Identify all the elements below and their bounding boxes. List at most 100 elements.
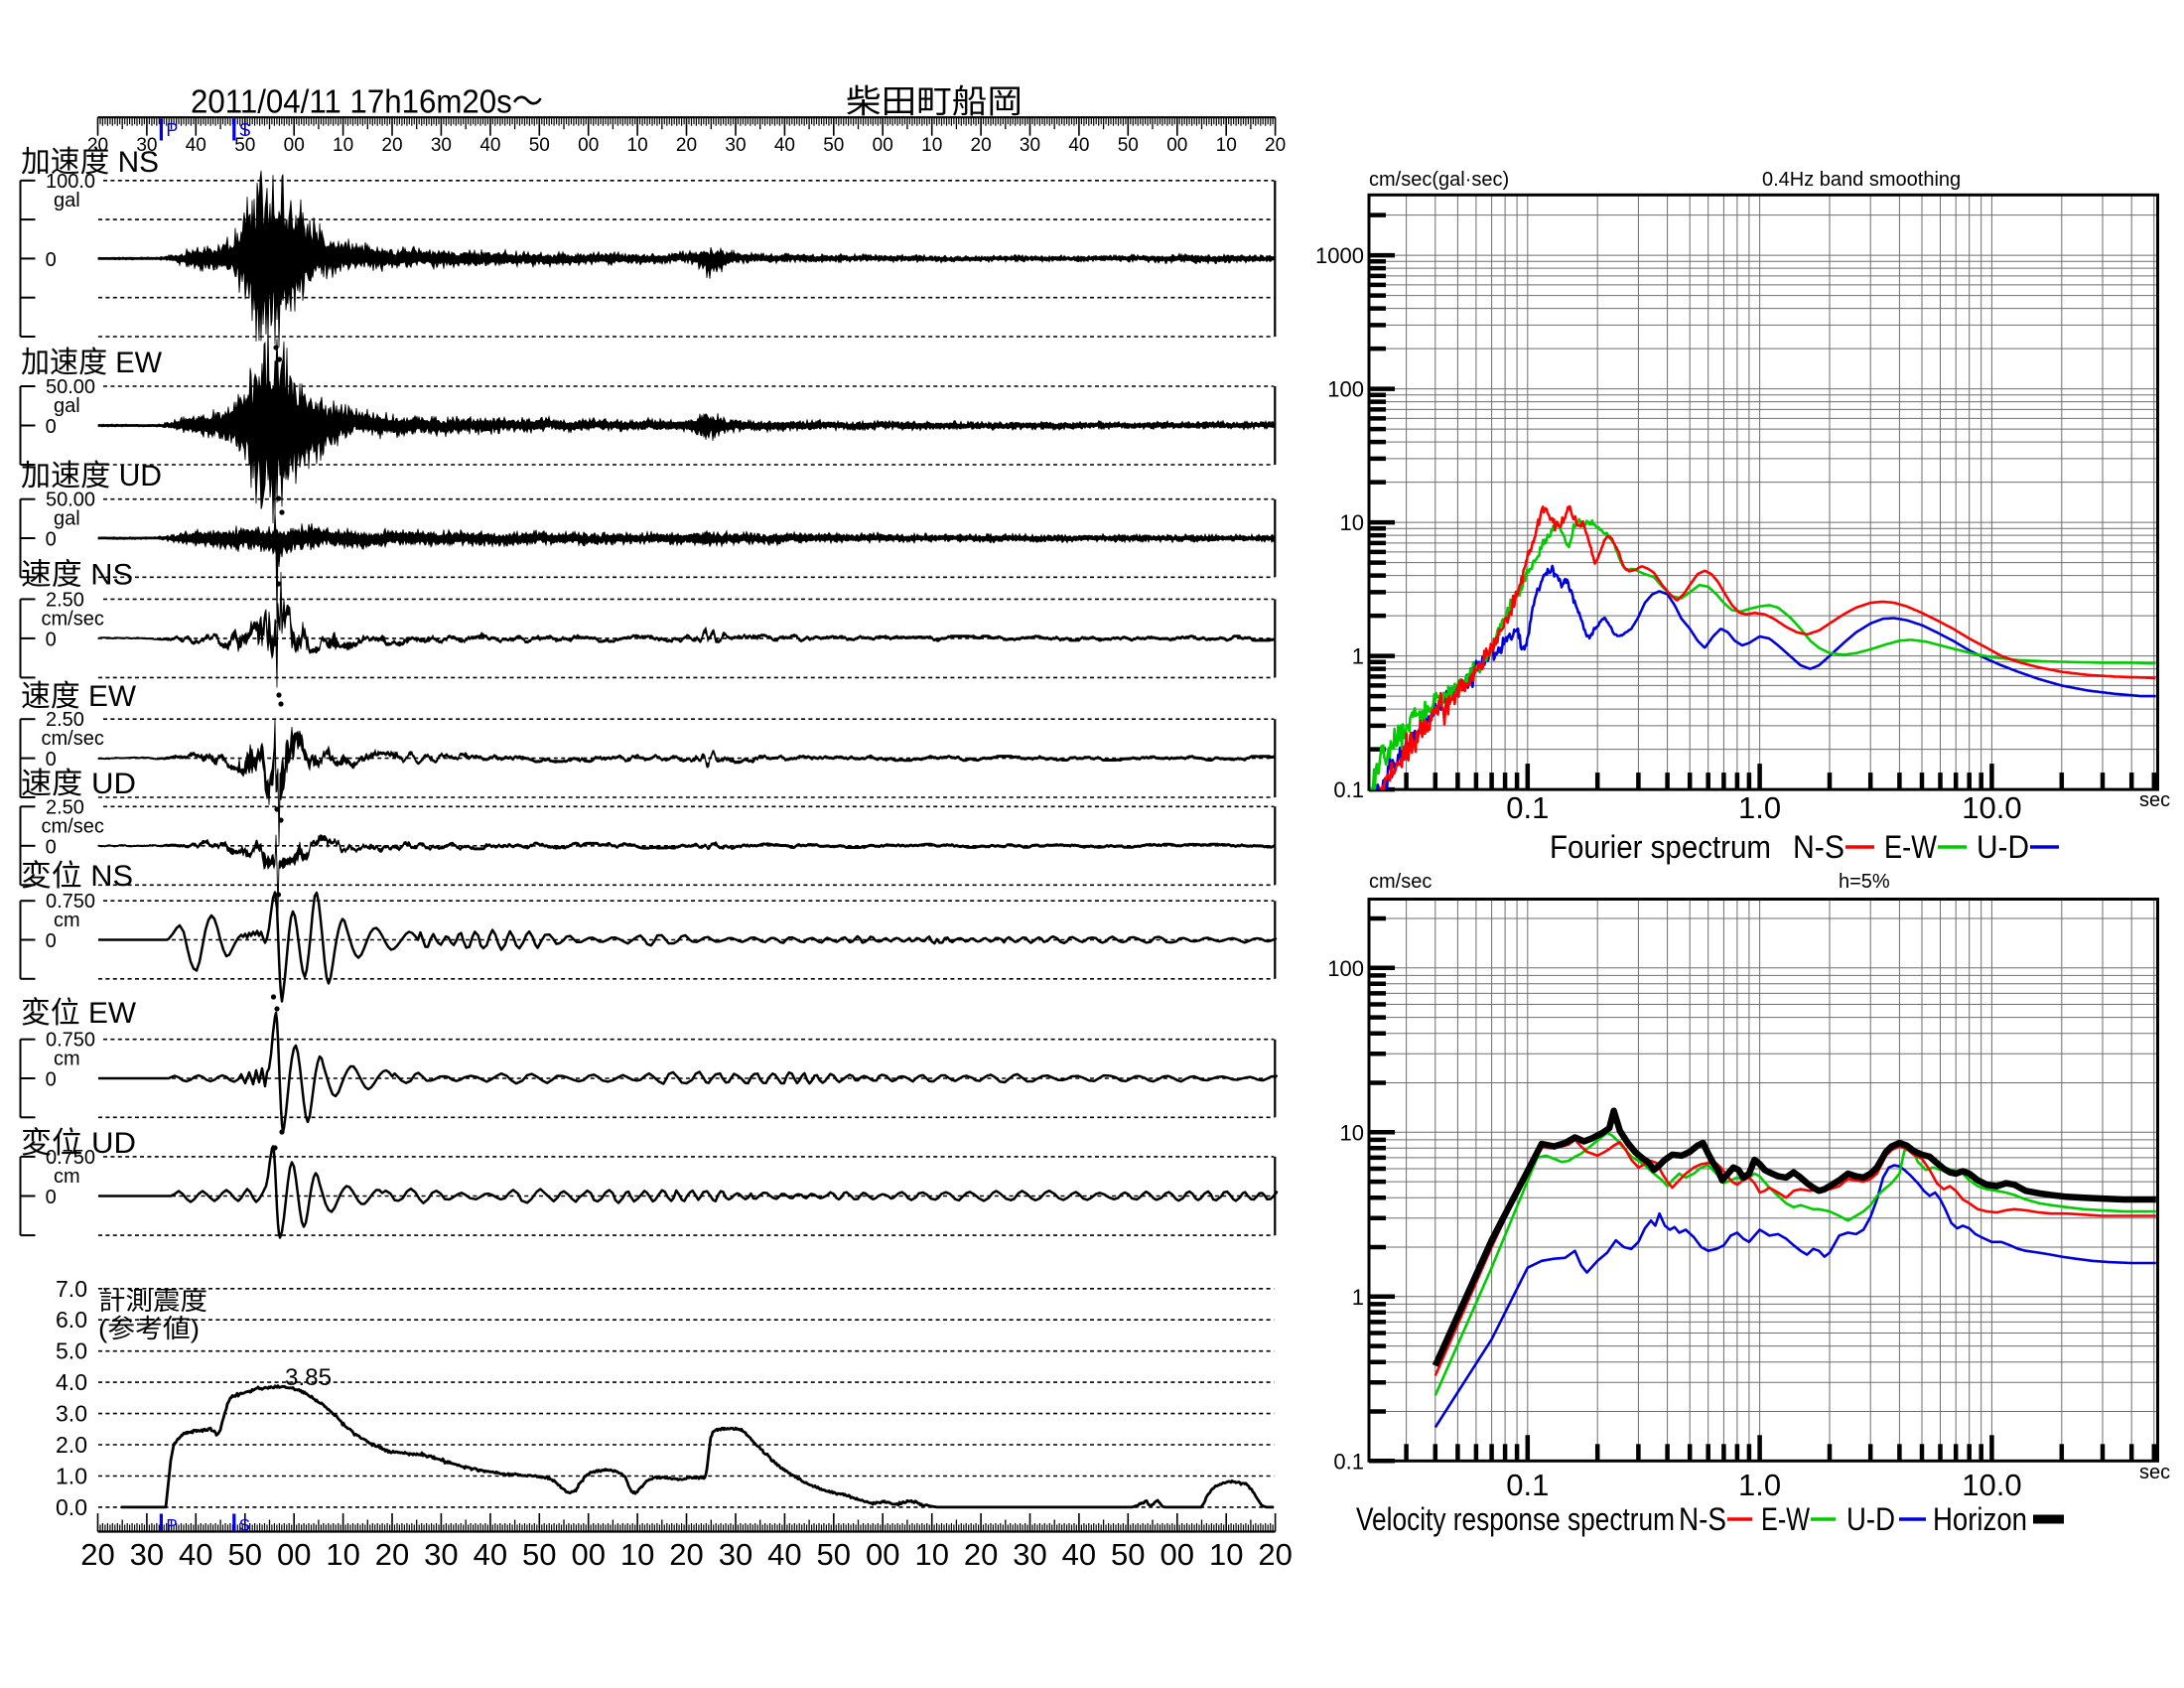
svg-text:0.1: 0.1 xyxy=(1333,777,1364,802)
svg-text:0: 0 xyxy=(46,749,57,771)
svg-text:50: 50 xyxy=(1118,135,1139,156)
svg-text:40: 40 xyxy=(186,135,206,156)
svg-text:cm/sec(gal·sec): cm/sec(gal·sec) xyxy=(1369,169,1509,191)
svg-text:30: 30 xyxy=(136,135,157,156)
svg-text:10: 10 xyxy=(1340,1120,1364,1145)
svg-text:30: 30 xyxy=(130,1537,164,1572)
svg-text:0.1: 0.1 xyxy=(1506,1468,1549,1502)
svg-text:30: 30 xyxy=(1013,1537,1046,1572)
svg-text:00: 00 xyxy=(571,1537,605,1572)
svg-text:cm/sec: cm/sec xyxy=(42,608,104,630)
svg-text:0: 0 xyxy=(46,629,57,650)
svg-text:N-S: N-S xyxy=(1793,829,1844,865)
svg-text:7.0: 7.0 xyxy=(56,1276,87,1302)
svg-text:1.0: 1.0 xyxy=(1738,790,1781,825)
svg-text:10: 10 xyxy=(1340,510,1364,535)
svg-text:N-S: N-S xyxy=(1679,1501,1726,1537)
svg-text:0.0: 0.0 xyxy=(56,1494,87,1520)
svg-text:cm/sec: cm/sec xyxy=(1369,871,1432,893)
svg-text:1.0: 1.0 xyxy=(56,1464,87,1489)
svg-text:2.0: 2.0 xyxy=(56,1432,87,1458)
svg-text:0.750: 0.750 xyxy=(46,1030,95,1052)
svg-text:50: 50 xyxy=(817,1537,851,1572)
svg-text:40: 40 xyxy=(774,135,795,156)
svg-text:2011/04/11 17h16m20s～: 2011/04/11 17h16m20s～ xyxy=(191,83,543,120)
svg-text:gal: gal xyxy=(54,395,80,417)
svg-text:50.00: 50.00 xyxy=(46,376,95,398)
svg-text:10: 10 xyxy=(914,1537,948,1572)
svg-text:20: 20 xyxy=(1265,135,1286,156)
svg-text:0: 0 xyxy=(46,1187,57,1208)
svg-text:00: 00 xyxy=(1160,1537,1194,1572)
svg-text:00: 00 xyxy=(578,135,599,156)
svg-text:0: 0 xyxy=(46,836,57,858)
svg-text:4.0: 4.0 xyxy=(56,1369,87,1395)
svg-text:Fourier spectrum: Fourier spectrum xyxy=(1550,829,1771,865)
svg-text:100.0: 100.0 xyxy=(46,171,95,193)
svg-text:0.1: 0.1 xyxy=(1333,1449,1364,1474)
svg-text:2.50: 2.50 xyxy=(46,796,84,818)
svg-text:cm/sec: cm/sec xyxy=(42,815,104,837)
svg-text:Velocity response spectrum: Velocity response spectrum xyxy=(1356,1501,1675,1537)
svg-text:Horizon: Horizon xyxy=(1933,1501,2027,1537)
svg-text:P: P xyxy=(166,120,178,140)
svg-text:gal: gal xyxy=(54,508,80,530)
svg-text:20: 20 xyxy=(669,1537,703,1572)
svg-text:3.0: 3.0 xyxy=(56,1401,87,1427)
svg-text:0: 0 xyxy=(46,1069,57,1091)
svg-text:20: 20 xyxy=(971,135,992,156)
svg-text:00: 00 xyxy=(1166,135,1187,156)
svg-text:10: 10 xyxy=(921,135,942,156)
svg-text:10: 10 xyxy=(333,135,353,156)
svg-text:50: 50 xyxy=(228,1537,262,1572)
svg-text:50: 50 xyxy=(234,135,255,156)
svg-text:E-W: E-W xyxy=(1884,829,1938,865)
svg-text:20: 20 xyxy=(1258,1537,1292,1572)
svg-text:50: 50 xyxy=(1111,1537,1145,1572)
svg-text:S: S xyxy=(239,1516,250,1535)
svg-text:00: 00 xyxy=(866,1537,899,1572)
svg-text:5.0: 5.0 xyxy=(56,1338,87,1364)
svg-text:30: 30 xyxy=(1020,135,1040,156)
svg-text:50: 50 xyxy=(522,1537,556,1572)
svg-text:計測震度: 計測震度 xyxy=(98,1286,207,1316)
svg-text:cm: cm xyxy=(54,1166,80,1188)
svg-text:0: 0 xyxy=(46,249,57,271)
svg-text:20: 20 xyxy=(80,1537,114,1572)
svg-text:10: 10 xyxy=(1209,1537,1243,1572)
svg-text:10: 10 xyxy=(326,1537,359,1572)
svg-text:1.0: 1.0 xyxy=(1738,1468,1781,1502)
svg-text:10: 10 xyxy=(1216,135,1237,156)
svg-text:U-D: U-D xyxy=(1846,1501,1895,1537)
svg-text:40: 40 xyxy=(767,1537,801,1572)
svg-text:1: 1 xyxy=(1352,1285,1364,1310)
svg-text:0: 0 xyxy=(46,529,57,551)
svg-text:30: 30 xyxy=(725,135,746,156)
svg-text:40: 40 xyxy=(479,135,500,156)
svg-text:100: 100 xyxy=(1327,377,1364,402)
svg-text:1: 1 xyxy=(1352,644,1364,669)
svg-text:10: 10 xyxy=(620,1537,654,1572)
svg-text:加速度 NS: 加速度 NS xyxy=(21,146,159,179)
svg-text:S: S xyxy=(239,120,251,140)
svg-text:50: 50 xyxy=(529,135,550,156)
svg-text:0.750: 0.750 xyxy=(46,1147,95,1169)
svg-text:20: 20 xyxy=(375,1537,409,1572)
svg-text:30: 30 xyxy=(719,1537,752,1572)
svg-text:変位 EW: 変位 EW xyxy=(21,997,137,1030)
svg-text:1000: 1000 xyxy=(1315,243,1364,268)
svg-text:gal: gal xyxy=(54,190,80,211)
svg-text:P: P xyxy=(166,1516,177,1535)
svg-text:sec: sec xyxy=(2139,1462,2170,1483)
svg-text:cm: cm xyxy=(54,910,80,931)
svg-text:40: 40 xyxy=(474,1537,507,1572)
svg-text:10: 10 xyxy=(627,135,648,156)
svg-text:E-W: E-W xyxy=(1761,1501,1811,1537)
svg-text:10.0: 10.0 xyxy=(1962,1468,2021,1502)
svg-text:0.750: 0.750 xyxy=(46,891,95,913)
svg-text:速度 NS: 速度 NS xyxy=(21,559,133,592)
svg-text:cm: cm xyxy=(54,1049,80,1070)
svg-text:50.00: 50.00 xyxy=(46,490,95,511)
svg-text:cm/sec: cm/sec xyxy=(42,728,104,750)
svg-text:変位 NS: 変位 NS xyxy=(21,860,133,893)
